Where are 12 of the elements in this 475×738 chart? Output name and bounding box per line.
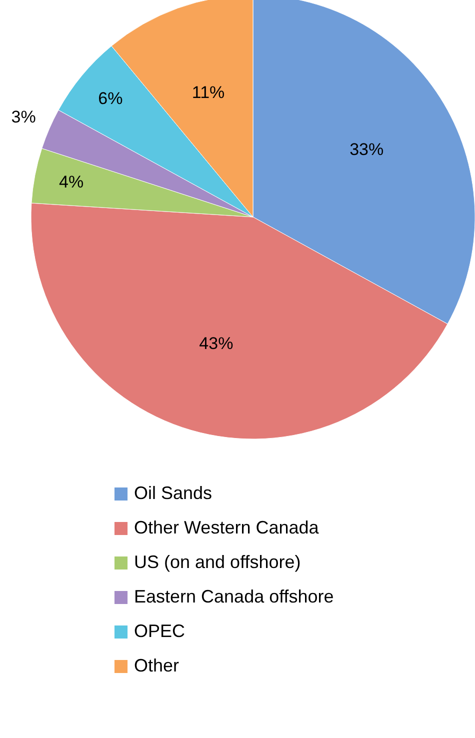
data-label: 6% [98,89,123,108]
legend-label: Other [134,656,180,676]
data-label: 33% [350,140,384,159]
legend-label: Eastern Canada offshore [134,586,334,606]
data-label: 4% [58,172,84,192]
data-label: 43% [199,334,234,353]
legend-label: US (on and offshore) [134,552,301,572]
legend-label: Other Western Canada [134,518,320,538]
legend-label: OPEC [134,621,186,641]
legend-label: Oil Sands [134,483,212,503]
data-label: 3% [11,108,36,127]
data-label: 11% [192,82,225,102]
